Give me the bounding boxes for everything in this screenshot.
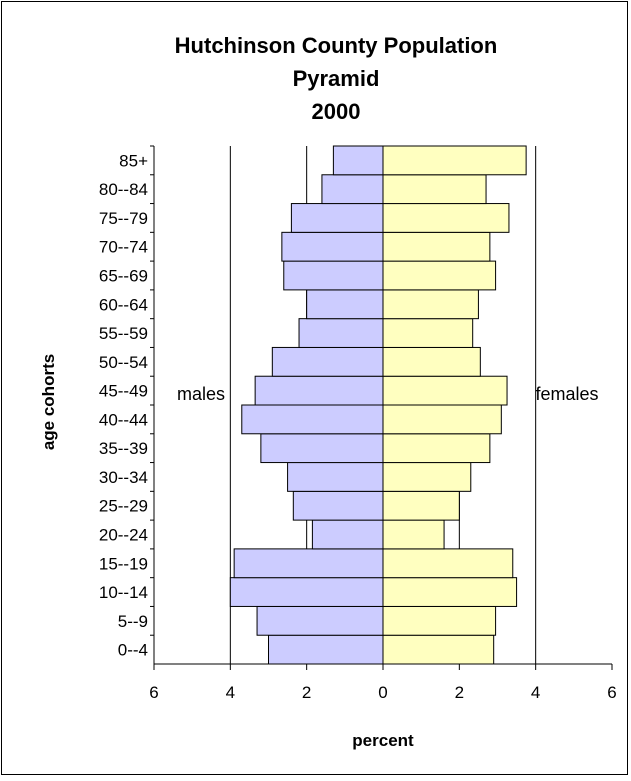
chart-title-line-1: Hutchinson County Population: [175, 33, 498, 58]
bar-females-5--9: [382, 605, 497, 636]
bar-males-0--4: [268, 634, 384, 665]
x-tick-label: 2: [302, 683, 311, 702]
bar-females-85+: [382, 145, 527, 176]
bar-females-45--49: [382, 375, 508, 406]
y-tick-label: 15--19: [99, 554, 148, 573]
x-tick-label: 6: [149, 683, 158, 702]
y-tick-label: 65--69: [99, 267, 148, 286]
y-tick-label: 60--64: [99, 295, 148, 314]
bar-females-55--59: [382, 318, 474, 348]
y-tick-label: 0--4: [118, 641, 148, 660]
chart-title: Hutchinson County Population Pyramid 200…: [175, 33, 498, 124]
bar-females-25--29: [382, 490, 460, 521]
y-tick-label: 45--49: [99, 382, 148, 401]
bar-males-85+: [332, 145, 384, 176]
bar-males-5--9: [256, 605, 384, 636]
x-tick-labels: 6 4 2 0 2 4 6: [149, 683, 616, 702]
bar-males-65--69: [283, 260, 384, 291]
chart-title-line-3: 2000: [312, 99, 361, 124]
chart-title-line-2: Pyramid: [293, 66, 380, 91]
bar-females-75--79: [382, 203, 510, 233]
bar-males-80--84: [321, 174, 384, 205]
bar-females-30--34: [382, 462, 472, 492]
y-axis-label: age cohorts: [39, 354, 58, 450]
y-tick-label: 10--14: [99, 583, 148, 602]
bar-males-15--19: [233, 548, 384, 579]
bar-males-60--64: [306, 289, 384, 320]
x-tick-label: 6: [607, 683, 616, 702]
x-tick-label: 4: [226, 683, 235, 702]
bar-females-80--84: [382, 174, 487, 205]
bar-males-10--14: [229, 577, 384, 607]
bars: [229, 145, 527, 665]
bar-females-65--69: [382, 260, 497, 291]
axes: [150, 145, 613, 670]
y-tick-labels: 0--4 5--9 10--14 15--19 20--24 25--29 30--34 35…: [99, 151, 148, 659]
bar-males-55--59: [298, 318, 384, 348]
bar-males-20--24: [311, 519, 384, 550]
bar-males-50--54: [271, 346, 384, 377]
bar-females-15--19: [382, 548, 514, 579]
bar-males-35--39: [260, 433, 384, 464]
bar-males-40--44: [241, 404, 384, 435]
y-tick-label: 40--44: [99, 410, 148, 429]
y-tick-label: 5--9: [118, 612, 148, 631]
bar-females-0--4: [382, 634, 495, 665]
bar-males-45--49: [254, 375, 384, 406]
y-tick-label: 30--34: [99, 468, 148, 487]
y-tick-label: 55--59: [99, 324, 148, 343]
bar-males-70--74: [281, 231, 384, 262]
y-tick-label: 85+: [119, 151, 148, 170]
y-tick-label: 35--39: [99, 439, 148, 458]
series-label-males: males: [177, 384, 225, 404]
series-label-females: females: [535, 384, 598, 404]
x-tick-label: 4: [531, 683, 540, 702]
bar-females-70--74: [382, 231, 491, 262]
y-tick-label: 75--79: [99, 209, 148, 228]
bar-females-10--14: [382, 577, 518, 607]
bar-females-40--44: [382, 404, 502, 435]
bar-females-60--64: [382, 289, 479, 320]
bar-females-35--39: [382, 433, 491, 464]
bar-females-20--24: [382, 519, 445, 550]
y-tick-label: 80--84: [99, 180, 148, 199]
y-tick-label: 25--29: [99, 497, 148, 516]
x-axis-label: percent: [352, 731, 414, 750]
bar-males-25--29: [292, 490, 384, 521]
bar-males-75--79: [290, 203, 384, 233]
y-tick-label: 20--24: [99, 526, 148, 545]
bar-males-30--34: [287, 462, 384, 492]
bar-females-50--54: [382, 346, 481, 377]
x-tick-label: 2: [455, 683, 464, 702]
y-tick-label: 70--74: [99, 238, 148, 257]
x-tick-label: 0: [378, 683, 387, 702]
y-tick-label: 50--54: [99, 353, 148, 372]
